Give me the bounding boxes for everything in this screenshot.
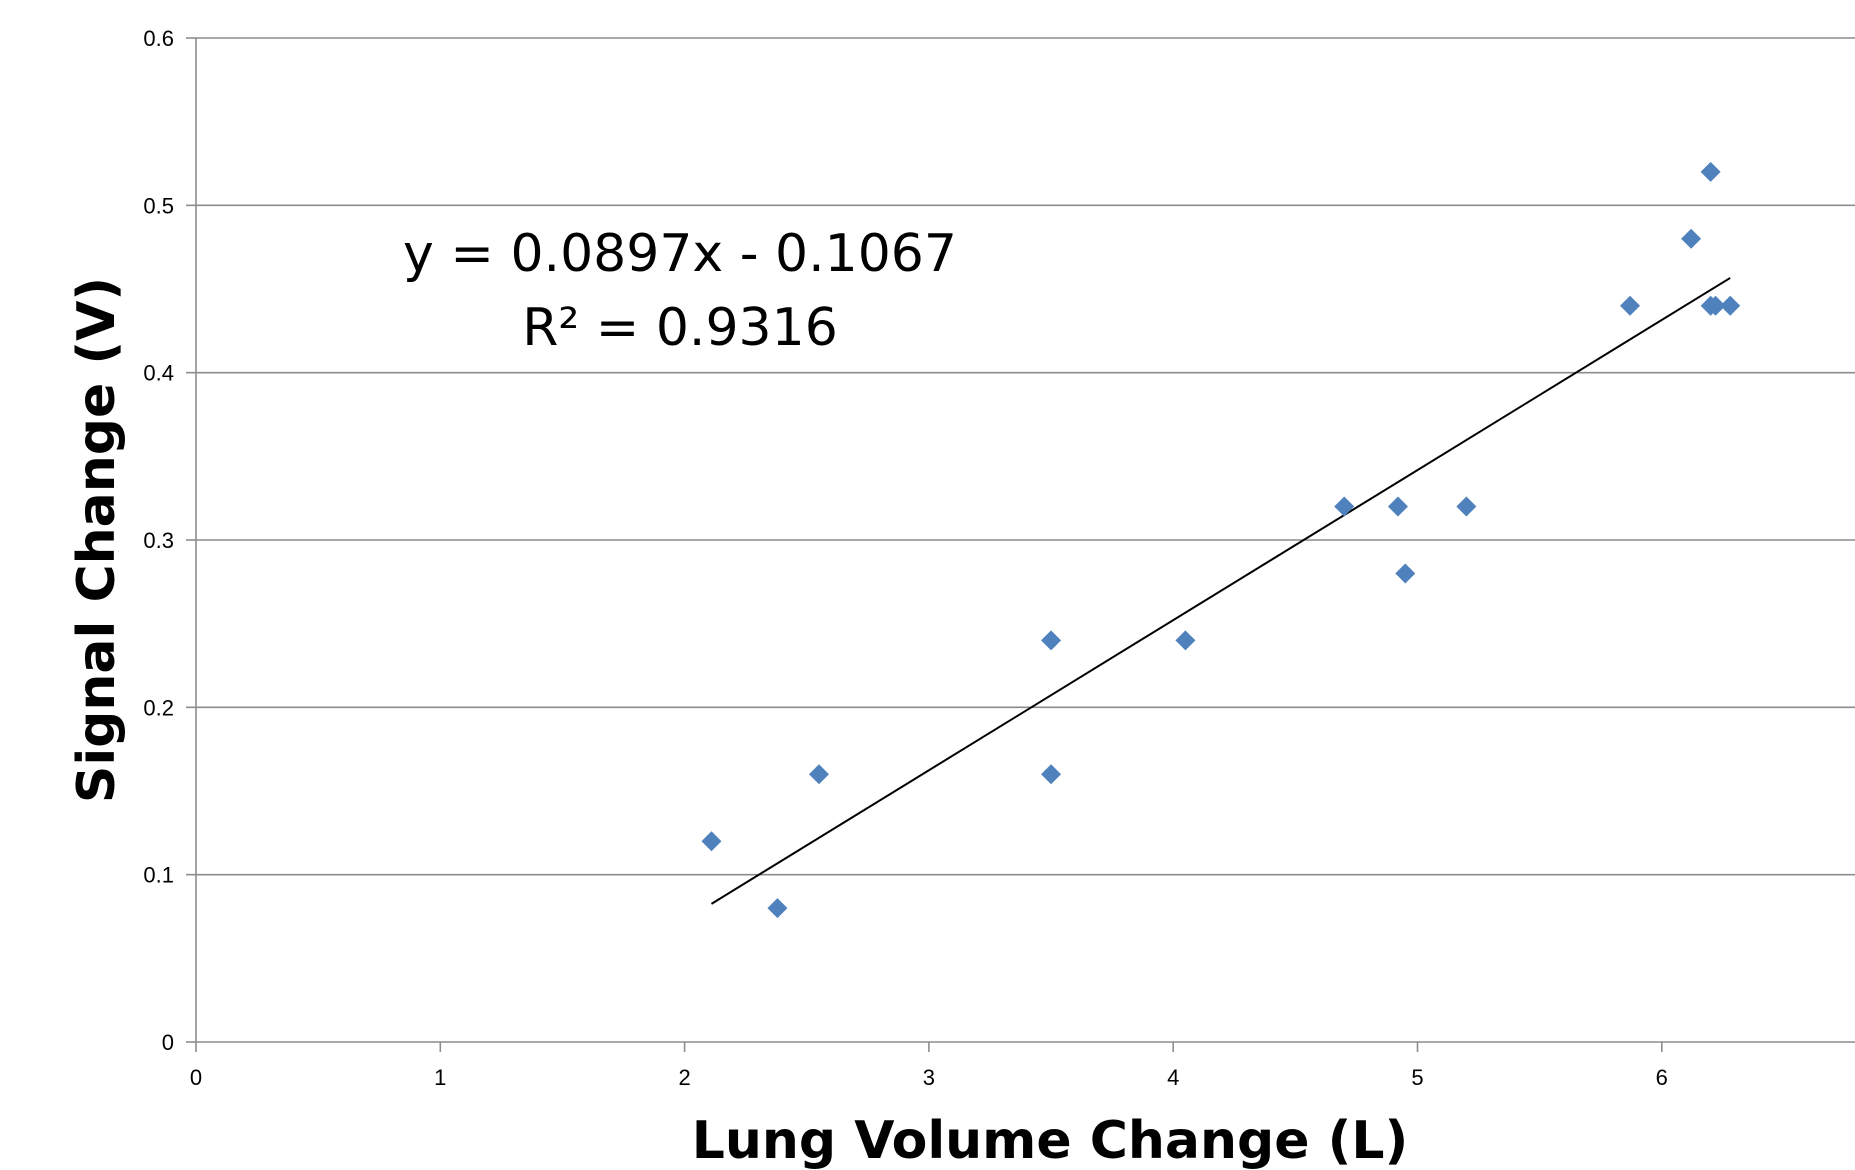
data-point — [1720, 295, 1741, 316]
data-point — [1041, 630, 1062, 651]
y-tick-label: 0.2 — [143, 695, 174, 720]
y-tick-label: 0 — [162, 1030, 174, 1055]
x-tick-label: 3 — [923, 1065, 935, 1090]
data-point — [1620, 295, 1641, 316]
data-point — [1334, 496, 1355, 517]
y-tick-label: 0.4 — [143, 361, 174, 386]
y-axis-title: Signal Change (V) — [67, 277, 127, 803]
trendline — [710, 277, 1731, 905]
data-point — [1395, 563, 1416, 584]
data-point — [767, 898, 788, 919]
data-point — [1681, 228, 1702, 249]
y-tick-label: 0.1 — [143, 863, 174, 888]
data-point — [1705, 295, 1726, 316]
trendline-layer — [710, 277, 1731, 905]
y-tick-label: 0.3 — [143, 528, 174, 553]
data-point — [1387, 496, 1408, 517]
data-point — [701, 831, 722, 852]
x-tick-label: 1 — [434, 1065, 446, 1090]
data-point — [808, 764, 829, 785]
data-point — [1175, 630, 1196, 651]
data-point — [1456, 496, 1477, 517]
trendline-r-squared: R² = 0.9316 — [522, 298, 838, 358]
y-tick-label: 0.6 — [143, 26, 174, 51]
data-point — [1041, 764, 1062, 785]
x-tick-label: 5 — [1411, 1065, 1423, 1090]
axes: 0 0.1 0.2 0.3 0.4 0.5 0.6 0 1 2 3 4 5 6 — [143, 26, 1855, 1090]
x-tick-label: 4 — [1167, 1065, 1179, 1090]
data-points — [701, 161, 1741, 919]
x-axis-title: Lung Volume Change (L) — [692, 1111, 1409, 1170]
gridlines — [196, 37, 1855, 876]
y-tick-label: 0.5 — [143, 193, 174, 218]
axis-labels: Lung Volume Change (L) Signal Change (V)… — [67, 224, 1408, 1170]
x-tick-label: 2 — [678, 1065, 690, 1090]
x-tick-label: 0 — [190, 1065, 202, 1090]
x-tick-label: 6 — [1656, 1065, 1668, 1090]
trendline-equation: y = 0.0897x - 0.1067 — [403, 224, 957, 284]
data-point — [1700, 161, 1721, 182]
